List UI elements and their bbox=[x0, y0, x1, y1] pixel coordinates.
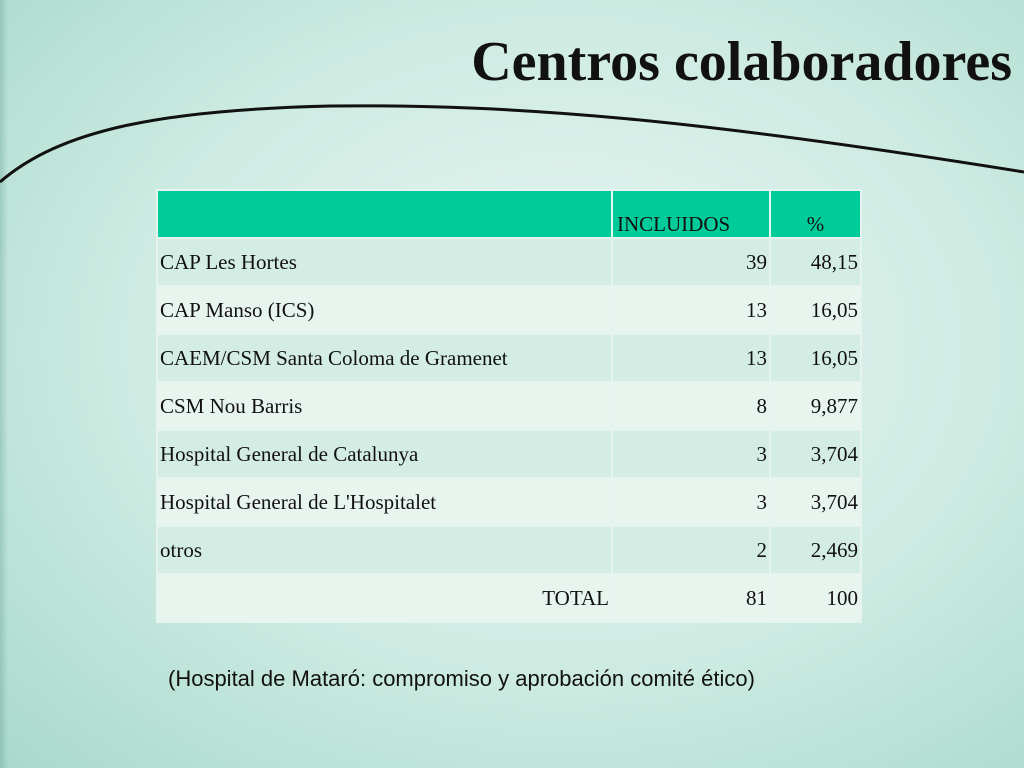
row-incluidos: 8 bbox=[611, 381, 771, 431]
row-incluidos: 3 bbox=[611, 429, 771, 479]
table-total-row: TOTAL 81 100 bbox=[156, 573, 862, 623]
row-name: Hospital General de L'Hospitalet bbox=[156, 477, 613, 527]
row-name: CAP Les Hortes bbox=[156, 237, 613, 287]
table-row: otros 2 2,469 bbox=[156, 525, 862, 575]
centers-table: INCLUIDOS % CAP Les Hortes 39 48,15 CAP … bbox=[156, 189, 862, 623]
row-name: CSM Nou Barris bbox=[156, 381, 613, 431]
row-incluidos: 13 bbox=[611, 333, 771, 383]
row-name: Hospital General de Catalunya bbox=[156, 429, 613, 479]
total-label: TOTAL bbox=[156, 573, 613, 623]
row-percent: 3,704 bbox=[769, 477, 862, 527]
row-incluidos: 3 bbox=[611, 477, 771, 527]
row-percent: 48,15 bbox=[769, 237, 862, 287]
row-percent: 3,704 bbox=[769, 429, 862, 479]
row-percent: 9,877 bbox=[769, 381, 862, 431]
table-row: CAP Les Hortes 39 48,15 bbox=[156, 237, 862, 287]
table-row: Hospital General de Catalunya 3 3,704 bbox=[156, 429, 862, 479]
row-percent: 16,05 bbox=[769, 333, 862, 383]
header-percent: % bbox=[769, 189, 862, 239]
table-row: CAEM/CSM Santa Coloma de Gramenet 13 16,… bbox=[156, 333, 862, 383]
row-name: CAP Manso (ICS) bbox=[156, 285, 613, 335]
table-row: CAP Manso (ICS) 13 16,05 bbox=[156, 285, 862, 335]
header-incluidos: INCLUIDOS bbox=[611, 189, 771, 239]
row-incluidos: 39 bbox=[611, 237, 771, 287]
row-percent: 16,05 bbox=[769, 285, 862, 335]
row-name: otros bbox=[156, 525, 613, 575]
total-incluidos: 81 bbox=[611, 573, 771, 623]
row-incluidos: 2 bbox=[611, 525, 771, 575]
row-percent: 2,469 bbox=[769, 525, 862, 575]
slide-title: Centros colaboradores bbox=[471, 31, 1012, 93]
table-row: Hospital General de L'Hospitalet 3 3,704 bbox=[156, 477, 862, 527]
row-name: CAEM/CSM Santa Coloma de Gramenet bbox=[156, 333, 613, 383]
header-name bbox=[156, 189, 613, 239]
total-percent: 100 bbox=[769, 573, 862, 623]
table-header-row: INCLUIDOS % bbox=[156, 189, 862, 239]
left-edge-shade bbox=[0, 0, 8, 768]
row-incluidos: 13 bbox=[611, 285, 771, 335]
table-row: CSM Nou Barris 8 9,877 bbox=[156, 381, 862, 431]
footnote: (Hospital de Mataró: compromiso y aproba… bbox=[168, 666, 755, 691]
